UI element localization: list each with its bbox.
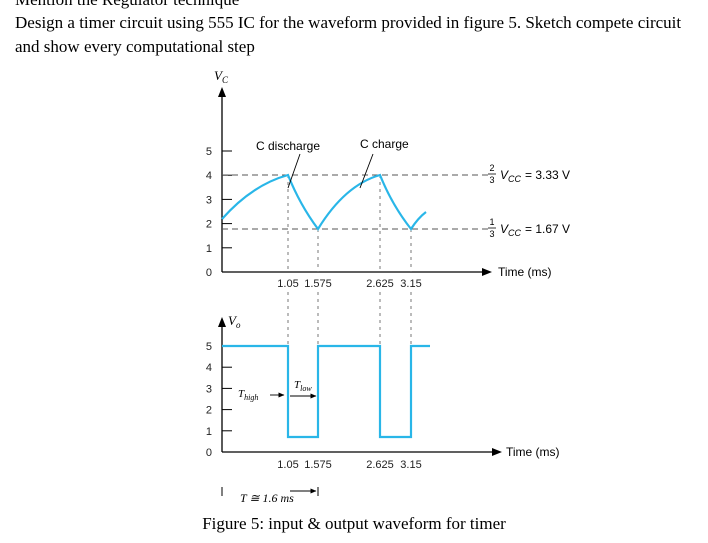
bottom-ytick-label-5: 5 (206, 341, 212, 353)
top-ytick-label-4: 4 (206, 170, 212, 182)
svg-text:2: 2 (489, 163, 494, 173)
bottom-ytick-label-4: 4 (206, 362, 212, 374)
discharge-pointer (287, 153, 301, 189)
top-xtick-label-2: 2.625 (366, 278, 394, 290)
bottom-ytick-label-3: 3 (206, 383, 212, 395)
svg-text:Tlow: Tlow (294, 379, 312, 393)
top-xtick-label-0: 1.05 (277, 278, 298, 290)
bottom-y-axis-arrow-icon (218, 317, 226, 327)
svg-text:3: 3 (489, 175, 494, 185)
bottom-xtick-label-3: 3.15 (400, 459, 421, 471)
top-ylabel: VC (214, 68, 229, 85)
top-ytick-label-0: 0 (206, 267, 212, 279)
top-ytick-label-2: 2 (206, 219, 212, 231)
upper-level-label: 2 3 VCC = 3.33 V (488, 163, 570, 185)
top-x-axis-arrow-icon (482, 268, 492, 276)
svg-text:VCC= 1.67 V: VCC = 1.67 V (500, 222, 570, 238)
vc-waveform (221, 173, 427, 231)
bottom-xtick-label-0: 1.05 (277, 459, 298, 471)
top-xtick-label-3: 3.15 (400, 278, 421, 290)
top-x-ticks: 1.05 1.575 2.625 3.15 (277, 278, 421, 290)
bottom-xtick-label-1: 1.575 (304, 459, 332, 471)
bottom-x-ticks: 1.05 1.575 2.625 3.15 (277, 459, 421, 471)
bottom-y-ticks: 0 1 2 3 4 5 (206, 341, 232, 459)
svg-text:VCC= 3.33 V: VCC = 3.33 V (500, 168, 570, 184)
bottom-ytick-label-1: 1 (206, 426, 212, 438)
figure-caption: Figure 5: input & output waveform for ti… (202, 514, 506, 533)
question-text: Design a timer circuit using 555 IC for … (15, 13, 682, 56)
lower-level-label: 1 3 VCC = 1.67 V (488, 217, 570, 239)
c-charge-label: C charge (360, 137, 409, 151)
thigh-marker: Thigh (238, 388, 285, 402)
period-marker: T ≅ 1.6 ms (221, 487, 319, 505)
bottom-ytick-label-2: 2 (206, 405, 212, 417)
charge-pointer (359, 153, 374, 189)
svg-text:1: 1 (489, 217, 494, 227)
header-fragment: Mention the Regulator technique (15, 0, 239, 10)
bottom-x-axis-arrow-icon (492, 448, 502, 456)
top-y-axis-arrow-icon (218, 87, 226, 97)
c-discharge-label: C discharge (256, 139, 320, 153)
bottom-xlabel: Time (ms) (506, 445, 560, 459)
tlow-marker: Tlow (290, 379, 317, 399)
top-ytick-label-1: 1 (206, 243, 212, 255)
bottom-xtick-label-2: 2.625 (366, 459, 394, 471)
svg-text:Thigh: Thigh (238, 388, 258, 402)
vo-waveform (222, 344, 430, 439)
svg-text:3: 3 (489, 229, 494, 239)
top-xtick-label-1: 1.575 (304, 278, 332, 290)
svg-text:T ≅ 1.6 ms: T ≅ 1.6 ms (240, 491, 294, 505)
top-ytick-label-3: 3 (206, 194, 212, 206)
top-ytick-label-5: 5 (206, 146, 212, 158)
bottom-ylabel: Vo (228, 313, 241, 330)
top-xlabel: Time (ms) (498, 265, 552, 279)
bottom-ytick-label-0: 0 (206, 447, 212, 459)
top-plot: VC 0 1 2 3 4 5 1.05 1.575 2.625 3.15 C discharge… (206, 68, 570, 290)
